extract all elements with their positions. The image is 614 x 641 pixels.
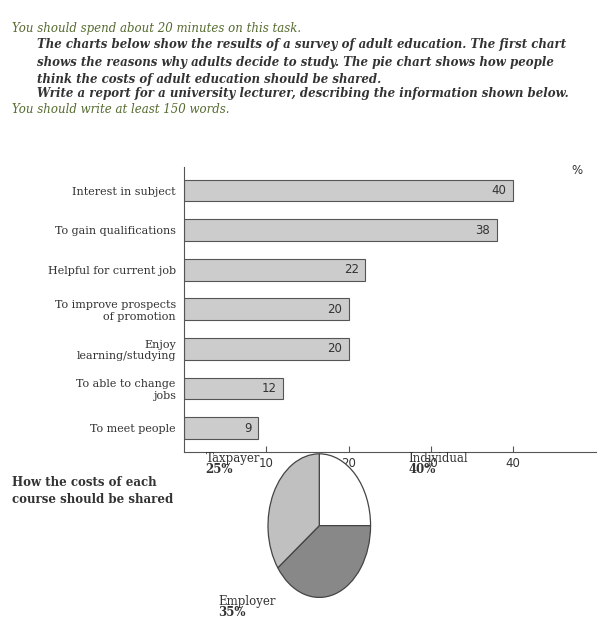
Text: 35%: 35% xyxy=(218,606,246,619)
Bar xyxy=(184,417,258,439)
Bar xyxy=(184,378,283,399)
Wedge shape xyxy=(319,454,371,526)
Text: 20: 20 xyxy=(327,342,342,355)
Text: 12: 12 xyxy=(262,382,276,395)
Text: Write a report for a university lecturer, describing the information shown below: Write a report for a university lecturer… xyxy=(37,87,569,99)
Bar xyxy=(184,299,349,320)
Text: 20: 20 xyxy=(327,303,342,316)
Bar xyxy=(184,338,349,360)
Text: How the costs of each
course should be shared: How the costs of each course should be s… xyxy=(12,476,174,506)
Text: 40%: 40% xyxy=(408,463,436,476)
Text: You should spend about 20 minutes on this task.: You should spend about 20 minutes on thi… xyxy=(12,22,301,35)
Text: 40: 40 xyxy=(492,184,507,197)
Text: The charts below show the results of a survey of adult education. The first char: The charts below show the results of a s… xyxy=(37,38,566,87)
Text: %: % xyxy=(571,164,582,177)
Text: 22: 22 xyxy=(344,263,359,276)
Bar xyxy=(184,179,513,201)
Text: Employer: Employer xyxy=(218,595,276,608)
Text: 9: 9 xyxy=(244,422,252,435)
Text: Individual: Individual xyxy=(408,452,468,465)
Text: You should write at least 150 words.: You should write at least 150 words. xyxy=(12,103,230,115)
Text: 25%: 25% xyxy=(206,463,233,476)
Bar xyxy=(184,259,365,281)
Wedge shape xyxy=(278,526,371,597)
Text: Taxpayer: Taxpayer xyxy=(206,452,260,465)
Wedge shape xyxy=(268,454,319,568)
Bar xyxy=(184,219,497,241)
Text: 38: 38 xyxy=(475,224,490,237)
